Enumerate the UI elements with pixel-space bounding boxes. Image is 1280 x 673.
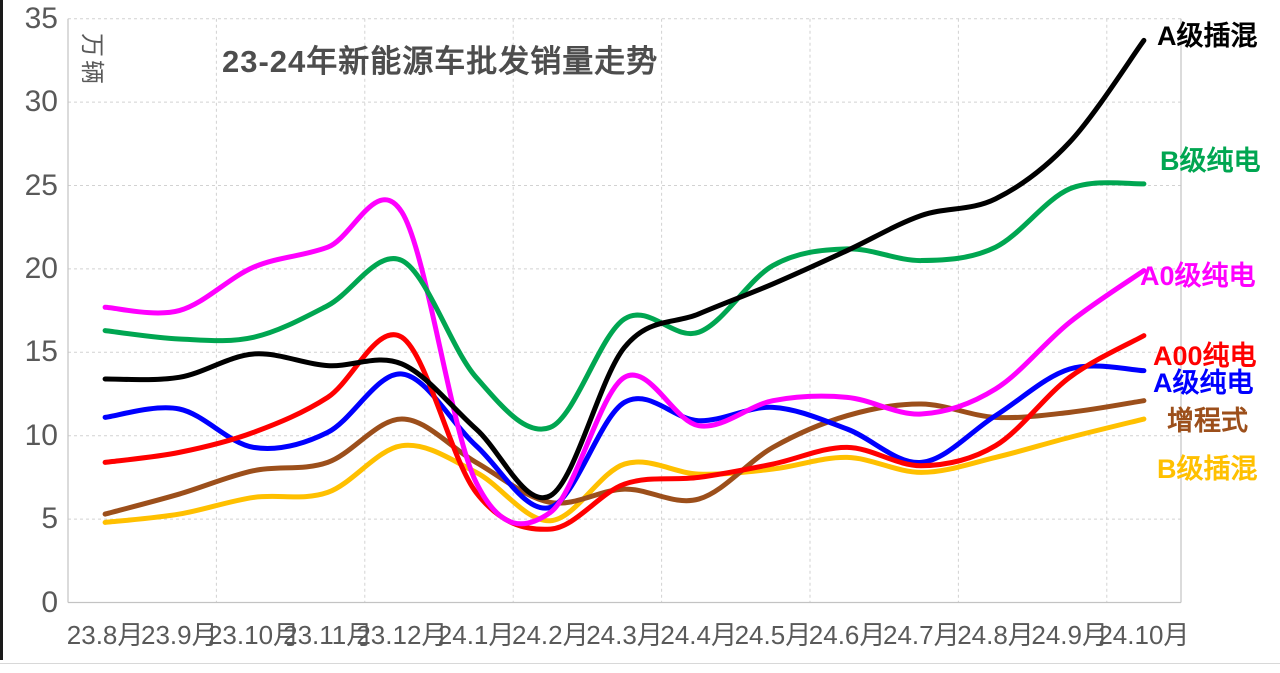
x-tick-label: 24.8月	[957, 620, 1034, 650]
series-line-A级插混	[102, 37, 1147, 501]
series-label-增程式: 增程式	[1167, 406, 1248, 436]
x-tick-label: 24.9月	[1031, 620, 1108, 650]
x-tick-label: 23.10月	[207, 620, 300, 650]
y-tick-label: 25	[24, 168, 58, 202]
x-tick-label: 24.3月	[586, 620, 663, 650]
window-bottom-border	[0, 663, 1280, 664]
series-line-A0级纯电	[102, 197, 1147, 527]
series-line-B级纯电	[102, 180, 1147, 432]
y-tick-label: 35	[24, 1, 58, 35]
x-tick-label: 23.12月	[356, 620, 448, 650]
window-left-border	[0, 0, 3, 660]
x-tick-label: 24.2月	[511, 620, 589, 650]
x-tick-label: 23.8月	[66, 620, 144, 650]
x-tick-label: 23.11月	[283, 620, 373, 650]
x-tick-label: 24.4月	[660, 620, 737, 650]
y-tick-label: 0	[41, 585, 58, 619]
x-tick-label: 24.7月	[882, 620, 960, 650]
series-label-A0级纯电: A0级纯电	[1140, 261, 1256, 291]
series-line-增程式	[102, 398, 1147, 517]
x-tick-label: 23.9月	[140, 620, 218, 650]
series-label-A00纯电: A00纯电	[1153, 341, 1257, 371]
series-line-B级插混	[102, 416, 1147, 525]
x-tick-label: 24.6月	[808, 620, 886, 650]
x-tick-label: 24.5月	[734, 620, 812, 650]
x-tick-label: 24.10月	[1098, 620, 1190, 650]
y-tick-label: 15	[24, 335, 58, 369]
y-tick-label: 30	[24, 85, 58, 119]
series-label-B级纯电: B级纯电	[1160, 146, 1261, 176]
x-tick-label: 24.1月	[437, 620, 515, 650]
y-tick-label: 5	[41, 502, 58, 536]
y-tick-label: 20	[24, 251, 58, 285]
series-line-A00纯电	[102, 332, 1147, 532]
y-axis-unit-label: 万辆	[78, 33, 105, 87]
y-tick-label: 10	[24, 418, 58, 452]
chart-title: 23-24年新能源车批发销量走势	[222, 44, 659, 79]
series-line-A级纯电	[102, 363, 1147, 511]
series-label-B级插混: B级插混	[1157, 454, 1258, 484]
series-label-A级纯电: A级纯电	[1153, 368, 1254, 398]
series-label-A级插混: A级插混	[1157, 21, 1258, 51]
